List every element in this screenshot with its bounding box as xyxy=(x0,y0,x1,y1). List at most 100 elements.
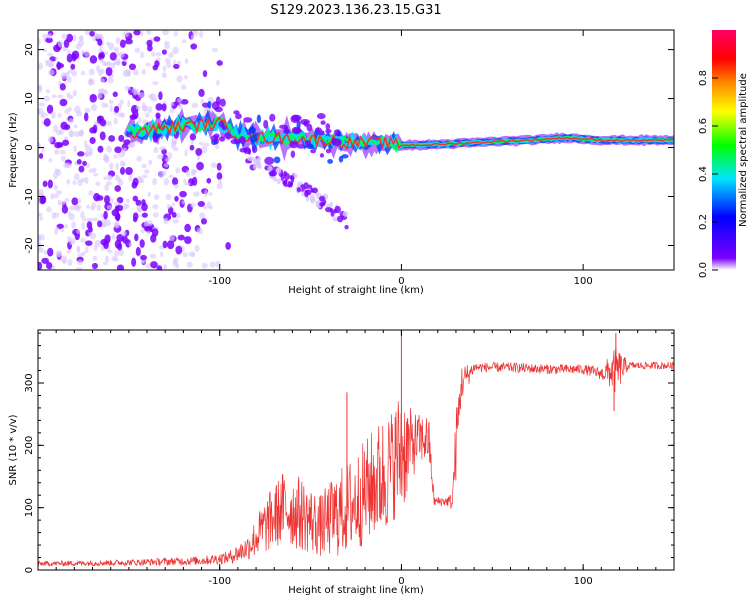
noise-dot xyxy=(163,163,169,168)
noise-dot xyxy=(57,199,61,206)
noise-dot xyxy=(119,99,124,105)
snr-x-label: Height of straight line (km) xyxy=(288,585,424,596)
noise-dot xyxy=(106,120,112,126)
track-blob xyxy=(263,119,269,129)
noise-dot xyxy=(59,200,66,206)
noise-dot xyxy=(144,112,150,118)
noise-dot xyxy=(141,260,146,264)
noise-dot xyxy=(92,255,98,261)
noise-dot xyxy=(104,255,110,263)
noise-dot xyxy=(43,249,48,256)
noise-dot xyxy=(140,254,147,261)
snr-y-label: SNR (10 * v/v) xyxy=(8,414,19,485)
noise-dot xyxy=(152,204,159,210)
noise-dot xyxy=(172,259,178,268)
noise-dot xyxy=(204,189,208,197)
noise-dot xyxy=(173,184,179,189)
noise-dot xyxy=(141,174,148,179)
noise-dot xyxy=(46,104,54,114)
x-tick-label: 100 xyxy=(574,576,593,587)
noise-dot xyxy=(93,172,99,177)
noise-dot xyxy=(88,68,95,76)
noise-dot xyxy=(155,52,162,57)
noise-dot xyxy=(77,259,83,266)
noise-dot xyxy=(163,178,170,186)
noise-dot xyxy=(47,247,54,257)
branch-dot xyxy=(267,165,273,172)
noise-dot xyxy=(85,144,91,152)
y-tick-label: 20 xyxy=(24,43,35,56)
noise-dot xyxy=(158,91,163,101)
branch-dot xyxy=(309,194,315,202)
noise-dot xyxy=(132,195,139,202)
noise-dot xyxy=(131,87,137,95)
noise-dot xyxy=(72,89,77,97)
noise-dot xyxy=(141,68,147,75)
noise-dot xyxy=(136,205,143,213)
noise-dot xyxy=(89,93,97,103)
noise-dot xyxy=(99,131,106,141)
noise-dot xyxy=(101,218,107,226)
noise-dot xyxy=(54,149,60,155)
branch-dot xyxy=(287,180,291,188)
y-tick-label: 200 xyxy=(24,436,35,455)
noise-dot xyxy=(60,72,68,80)
noise-dot xyxy=(159,250,164,258)
noise-dot xyxy=(70,63,76,70)
noise-dot xyxy=(151,228,159,237)
noise-dot xyxy=(191,176,198,186)
noise-dot xyxy=(71,70,78,77)
track-blob xyxy=(202,102,210,108)
noise-dot xyxy=(149,253,157,259)
noise-dot xyxy=(88,226,93,233)
spectrogram-y-label: Frequency (Hz) xyxy=(8,112,19,188)
noise-dot xyxy=(215,79,220,86)
noise-dot xyxy=(163,264,168,270)
track-blob xyxy=(316,113,326,120)
noise-dot xyxy=(41,112,48,117)
noise-dot xyxy=(196,154,200,161)
noise-dot xyxy=(198,88,205,97)
noise-dot xyxy=(46,262,53,270)
noise-dot xyxy=(105,66,113,76)
noise-dot xyxy=(42,48,47,53)
noise-dot xyxy=(206,177,212,184)
noise-dot xyxy=(62,139,70,146)
x-tick-label: -100 xyxy=(208,276,231,287)
noise-dot xyxy=(113,118,119,125)
noise-dot xyxy=(138,117,142,124)
noise-dot xyxy=(45,37,53,43)
branch-dot xyxy=(276,178,281,185)
x-tick-label: 0 xyxy=(398,276,404,287)
noise-dot xyxy=(38,247,44,254)
noise-dot xyxy=(75,110,82,117)
spectrogram-frame xyxy=(37,29,675,271)
noise-dot xyxy=(152,212,159,218)
track-blob xyxy=(256,114,262,124)
noise-dot xyxy=(135,199,142,207)
noise-dot xyxy=(188,251,196,257)
noise-dot xyxy=(128,63,137,71)
noise-dot xyxy=(172,46,179,55)
y-tick-label: 0 xyxy=(24,567,35,573)
noise-dot xyxy=(146,30,152,35)
branch-dot xyxy=(315,200,320,208)
noise-dot xyxy=(39,195,46,205)
noise-dot xyxy=(190,202,196,208)
noise-dot xyxy=(196,227,204,235)
branch-dot xyxy=(257,156,262,161)
noise-dot xyxy=(180,84,187,90)
noise-dot xyxy=(168,52,174,59)
noise-dot xyxy=(175,167,181,174)
snr-line xyxy=(38,345,674,567)
noise-dot xyxy=(104,184,109,192)
noise-dot xyxy=(45,59,49,67)
y-tick-label: 100 xyxy=(24,498,35,517)
noise-dot xyxy=(199,212,206,220)
noise-dot xyxy=(89,30,95,37)
noise-dot xyxy=(66,92,71,97)
branch-dot xyxy=(253,164,257,170)
noise-dot xyxy=(135,246,141,256)
noise-dot xyxy=(119,51,125,58)
